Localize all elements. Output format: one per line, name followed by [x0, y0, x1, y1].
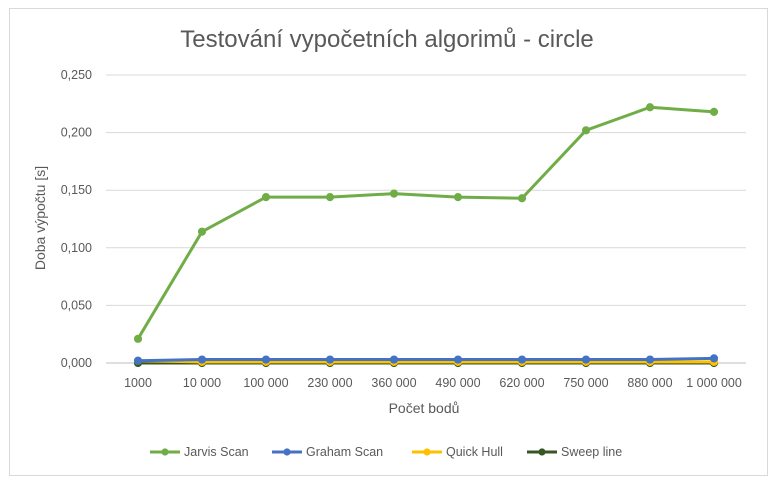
y-tick-label: 0,150: [61, 183, 92, 197]
legend-marker-quick-hull: [423, 448, 431, 456]
legend-marker-jarvis-scan: [161, 448, 169, 456]
y-tick-label: 0,100: [61, 241, 92, 255]
data-point-jarvis-scan: [133, 334, 143, 343]
data-point-jarvis-scan: [261, 193, 271, 202]
x-tick-label: 360 000: [371, 376, 416, 390]
legend-label-jarvis-scan: Jarvis Scan: [184, 445, 249, 459]
chart-area: [9, 8, 768, 476]
gridlines: [106, 74, 746, 364]
x-tick-label: 880 000: [627, 376, 672, 390]
data-point-jarvis-scan: [453, 193, 463, 202]
x-tick-label: 1 000 000: [686, 376, 742, 390]
data-point-graham-scan: [133, 356, 143, 365]
data-point-graham-scan: [517, 355, 527, 364]
y-tick-label: 0,050: [61, 298, 92, 312]
x-tick-label: 10 000: [183, 376, 221, 390]
legend: Jarvis Scan Graham Scan Quick Hull Sweep li…: [150, 445, 622, 459]
series-line-quick-hull: [136, 359, 716, 364]
data-point-graham-scan: [197, 355, 207, 364]
data-point-jarvis-scan: [389, 189, 399, 198]
data-point-graham-scan: [645, 355, 655, 364]
y-tick-label: 0,200: [61, 126, 92, 140]
data-point-jarvis-scan: [581, 126, 591, 135]
x-tick-label: 490 000: [435, 376, 480, 390]
data-point-graham-scan: [261, 355, 271, 364]
data-point-graham-scan: [389, 355, 399, 364]
y-axis-ticks: 0,000 0,050 0,100 0,150 0,200 0,250: [61, 68, 92, 370]
data-point-graham-scan: [325, 355, 335, 364]
data-point-jarvis-scan: [325, 193, 335, 202]
legend-label-quick-hull: Quick Hull: [446, 445, 503, 459]
series-line-graham-scan: [136, 356, 716, 363]
chart-title: Testování vypočetních algorimů - circle: [180, 26, 594, 53]
x-axis-ticks: 1000 10 000 100 000 230 000 360 000 490 000 62…: [124, 376, 742, 390]
legend-label-sweep-line: Sweep line: [561, 445, 622, 459]
plot-series: [133, 103, 719, 368]
data-point-graham-scan: [709, 354, 719, 363]
y-tick-label: 0,250: [61, 68, 92, 82]
x-axis-title: Počet bodů: [389, 400, 460, 416]
data-point-graham-scan: [581, 355, 591, 364]
data-point-jarvis-scan: [517, 194, 527, 203]
y-tick-label: 0,000: [61, 356, 92, 370]
series-line-jarvis-scan: [136, 105, 716, 341]
data-point-jarvis-scan: [197, 227, 207, 236]
x-tick-label: 1000: [124, 376, 152, 390]
x-tick-label: 620 000: [499, 376, 544, 390]
data-point-graham-scan: [453, 355, 463, 364]
data-point-jarvis-scan: [709, 107, 719, 116]
y-axis-title: Doba výpočtu [s]: [32, 166, 48, 270]
x-tick-label: 100 000: [243, 376, 288, 390]
legend-label-graham-scan: Graham Scan: [306, 445, 383, 459]
legend-marker-sweep-line: [538, 448, 546, 456]
x-tick-label: 750 000: [563, 376, 608, 390]
data-point-jarvis-scan: [645, 103, 655, 112]
legend-marker-graham-scan: [283, 448, 291, 456]
x-tick-label: 230 000: [307, 376, 352, 390]
